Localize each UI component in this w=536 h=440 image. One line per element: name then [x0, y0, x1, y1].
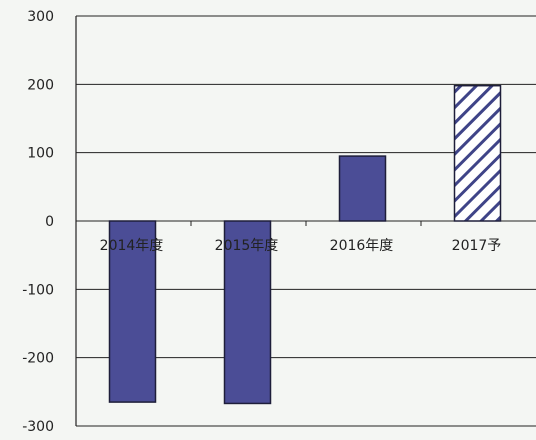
x-tick-label-3: 2017予	[452, 238, 502, 254]
bar-0	[108, 220, 157, 403]
x-tick-labels: 2014年度 2015年度 2016年度 2017予	[100, 238, 502, 254]
y-tick-labels: 300 200 100 0 -100 -200 -300	[22, 9, 54, 435]
bars	[108, 84, 502, 405]
y-tick-label-3: 0	[45, 214, 54, 230]
x-tick-label-2: 2016年度	[330, 238, 394, 254]
y-tick-label-0: 300	[27, 9, 54, 25]
y-tick-label-1: 200	[27, 77, 54, 93]
y-tick-label-5: -200	[22, 351, 54, 367]
bar-2	[338, 155, 387, 222]
x-tick-label-0: 2014年度	[100, 238, 164, 254]
axes	[75, 16, 422, 426]
bar-3	[453, 84, 502, 222]
y-tick-label-2: 100	[27, 146, 54, 162]
y-tick-label-6: -300	[22, 419, 54, 435]
y-tick-label-4: -100	[22, 282, 54, 298]
x-tick-label-1: 2015年度	[215, 238, 279, 254]
bar-1	[223, 220, 272, 405]
